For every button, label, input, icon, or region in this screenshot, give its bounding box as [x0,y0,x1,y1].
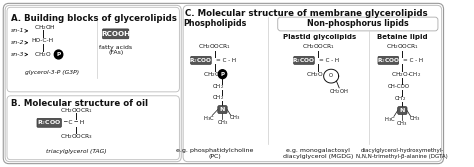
Text: HO-C-H: HO-C-H [31,38,54,43]
Text: RCOOH: RCOOH [101,31,130,37]
FancyBboxPatch shape [3,3,444,164]
Text: = C - H: = C - H [319,58,339,63]
Text: H$_3$C: H$_3$C [384,115,396,124]
Text: CH$_3$: CH$_3$ [217,118,228,127]
Text: e.g. phosphatidylcholine
(PC): e.g. phosphatidylcholine (PC) [176,148,254,159]
FancyBboxPatch shape [398,107,407,114]
Text: CH-COO: CH-COO [388,85,410,90]
Text: CH$_2$: CH$_2$ [394,94,407,103]
FancyBboxPatch shape [278,17,438,31]
Text: Betaine lipid: Betaine lipid [377,34,428,40]
Text: N: N [220,107,225,112]
Text: H$_3$C: H$_3$C [202,114,214,123]
Text: CH$_2$OH: CH$_2$OH [329,87,349,96]
FancyBboxPatch shape [7,7,179,92]
Text: glycerol-3-P (G3P): glycerol-3-P (G3P) [25,70,79,75]
Text: triacylglycerol (TAG): triacylglycerol (TAG) [46,149,107,154]
Text: sn-2: sn-2 [11,40,24,45]
Text: -CH$_2$: -CH$_2$ [407,70,421,79]
FancyBboxPatch shape [294,56,314,64]
Text: e.g. monogalactosyl
diacylglycerol (MGDG): e.g. monogalactosyl diacylglycerol (MGDG… [283,148,353,159]
Text: = C - H: = C - H [403,58,423,63]
Text: CH$_3$: CH$_3$ [409,114,420,123]
Text: B. Molecular structure of oil: B. Molecular structure of oil [11,99,148,108]
FancyBboxPatch shape [102,29,129,39]
Text: CH$_2$OOCR$_1$: CH$_2$OOCR$_1$ [301,42,335,51]
Text: CH$_2$OOCR$_1$: CH$_2$OOCR$_1$ [199,42,231,51]
Text: CH$_2$OH: CH$_2$OH [34,24,56,32]
Text: CH$_2$OOCR$_1$: CH$_2$OOCR$_1$ [386,42,419,51]
Text: CH$_2$O: CH$_2$O [34,50,52,59]
Text: sn-1: sn-1 [11,28,24,33]
Text: CH$_2$O: CH$_2$O [391,70,409,79]
Text: diacylglycerol-hydroxymethyl-
N,N,N-trimethyl-β-alanine (DGTA): diacylglycerol-hydroxymethyl- N,N,N-trim… [356,148,448,159]
FancyBboxPatch shape [5,5,181,162]
Text: sn-3: sn-3 [11,52,24,57]
FancyBboxPatch shape [37,118,61,127]
Circle shape [218,70,227,79]
Text: A. Building blocks of glycerolipids: A. Building blocks of glycerolipids [11,14,177,23]
Text: CH$_2$O: CH$_2$O [203,70,221,79]
Text: P: P [220,72,225,77]
Text: P: P [56,52,61,57]
Text: Non-phosphorus lipids: Non-phosphorus lipids [308,19,409,28]
Text: O: O [329,73,333,78]
Circle shape [55,50,63,59]
Text: R$_2$COO: R$_2$COO [37,118,62,127]
Text: N: N [400,108,405,113]
FancyBboxPatch shape [378,56,399,64]
FancyBboxPatch shape [191,56,211,64]
FancyBboxPatch shape [183,5,442,162]
FancyBboxPatch shape [218,106,227,114]
FancyBboxPatch shape [7,96,179,160]
Text: = C - H: = C - H [216,58,236,63]
Text: CH$_2$OOCR$_3$: CH$_2$OOCR$_3$ [60,132,93,141]
Text: CH$_2$: CH$_2$ [212,93,224,102]
Text: R$_2$COO: R$_2$COO [189,56,212,65]
Text: fatty acids
(FAs): fatty acids (FAs) [99,45,132,55]
Text: CH$_3$: CH$_3$ [396,119,408,128]
Text: C. Molecular structure of membrane glycerolipids: C. Molecular structure of membrane glyce… [185,9,428,18]
Text: R$_2$COO: R$_2$COO [377,56,400,65]
Text: Phospholipids: Phospholipids [183,19,246,28]
Text: Plastid glycolipids: Plastid glycolipids [283,34,356,40]
Text: CH$_2$: CH$_2$ [212,82,224,91]
Text: CH$_3$: CH$_3$ [229,113,240,122]
Text: CH$_2$O: CH$_2$O [306,70,324,79]
Text: R$_2$COO: R$_2$COO [292,56,316,65]
Text: ─ C ─ H: ─ C ─ H [63,120,84,125]
Text: CH$_2$OOCR$_1$: CH$_2$OOCR$_1$ [60,106,93,115]
